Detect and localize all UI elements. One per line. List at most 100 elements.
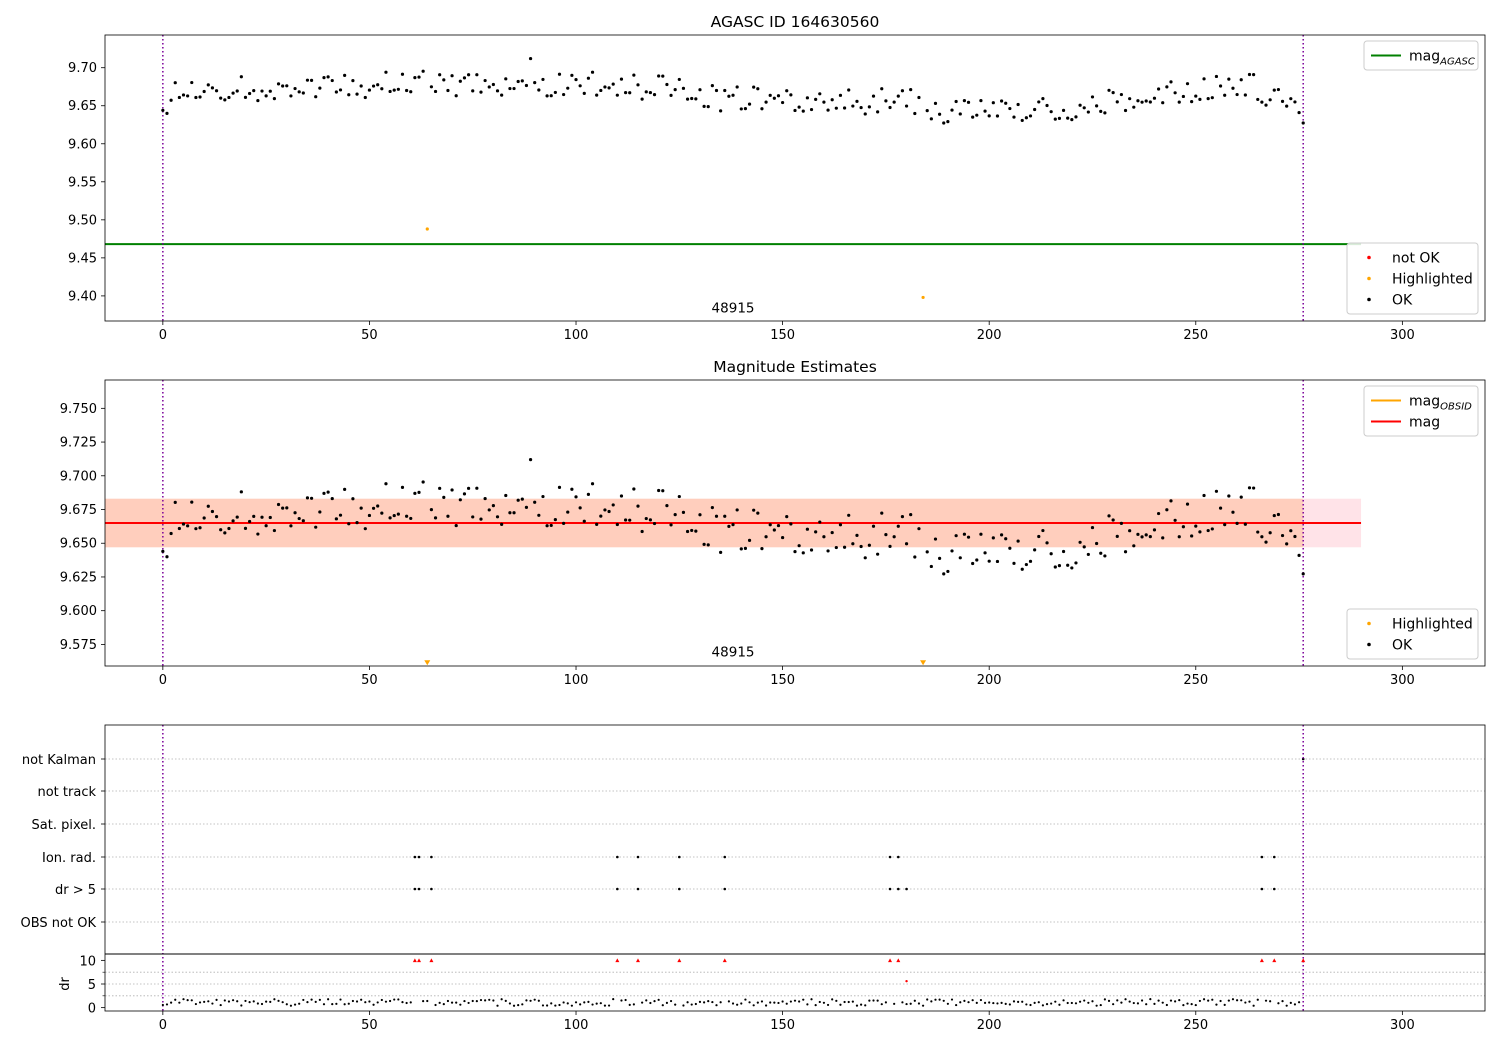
ok-point <box>855 533 859 538</box>
dr-point <box>558 1003 561 1007</box>
ok-point <box>954 534 958 538</box>
dr-point <box>248 1001 251 1004</box>
legend-label: not OK <box>1392 251 1440 267</box>
ok-point <box>1206 528 1210 533</box>
ok-point <box>392 88 396 92</box>
ok-point <box>429 85 434 89</box>
dr-point <box>789 1000 792 1003</box>
ok-point <box>1111 91 1115 95</box>
ok-point <box>723 514 727 518</box>
ok-point <box>305 78 310 82</box>
dr-point <box>955 1003 958 1007</box>
dr-point <box>165 1003 169 1006</box>
ok-point <box>1161 536 1165 540</box>
ok-point <box>685 97 690 101</box>
dr-point <box>930 1000 933 1003</box>
dr-point <box>826 1003 830 1007</box>
flag-point <box>636 855 640 859</box>
dr-point <box>1235 999 1239 1002</box>
ok-point <box>1148 100 1152 104</box>
ok-point <box>1218 506 1223 510</box>
ok-point <box>632 73 636 77</box>
dr-point <box>649 1001 652 1005</box>
ok-point <box>1078 540 1082 544</box>
ok-point <box>338 88 343 92</box>
ok-point <box>446 88 450 93</box>
ok-point <box>1016 102 1020 107</box>
ok-point <box>867 543 871 547</box>
dr-point <box>1050 1002 1053 1005</box>
dr-point <box>921 1004 925 1007</box>
dr-point <box>719 1001 722 1004</box>
ok-point <box>1297 110 1301 115</box>
ok-point <box>214 89 219 93</box>
dr-point <box>339 998 342 1001</box>
dr-point <box>256 1002 259 1005</box>
dr-point <box>736 1003 739 1006</box>
ok-point <box>619 494 624 498</box>
ok-point <box>1289 529 1293 533</box>
dr-above-threshold-point <box>905 979 908 983</box>
ok-point <box>528 457 533 462</box>
panel-1-axes: 9.40 9.45 9.50 9.55 9.60 9.65 9.70 0 50 100 150 200… <box>68 34 1486 343</box>
ok-point <box>830 530 834 535</box>
ok-point <box>1223 523 1227 527</box>
ok-point <box>347 93 351 97</box>
dr-point <box>174 998 177 1001</box>
ok-point <box>376 83 380 87</box>
ok-point <box>1152 96 1157 100</box>
dr-point <box>1293 1003 1297 1006</box>
dr-point <box>938 998 941 1001</box>
ok-point <box>190 80 194 85</box>
ok-point <box>202 516 206 520</box>
dr-point <box>1140 999 1144 1002</box>
ok-point <box>946 120 950 124</box>
dr-point <box>979 998 983 1002</box>
ok-point <box>322 75 326 80</box>
ok-point <box>640 97 644 101</box>
x-tick-label: 150 <box>770 328 795 343</box>
ok-point <box>272 528 277 533</box>
ok-point <box>1045 103 1049 108</box>
ok-point <box>1024 562 1028 567</box>
dr-point <box>1178 998 1181 1002</box>
ok-point <box>966 100 971 104</box>
dr-point <box>219 1003 222 1007</box>
highlighted-point-marker <box>920 660 927 666</box>
x-tick-label: 100 <box>564 328 589 343</box>
ok-point <box>603 85 607 89</box>
ok-point <box>1070 566 1074 570</box>
ok-point <box>764 100 768 104</box>
dr-point <box>810 998 813 1001</box>
ok-point <box>950 549 954 553</box>
ok-point <box>809 107 814 112</box>
ok-point <box>776 523 781 528</box>
ok-point <box>471 515 475 519</box>
flag-point <box>430 855 433 859</box>
ok-point <box>491 82 495 87</box>
ok-point <box>483 78 487 83</box>
dr-point <box>368 1000 371 1003</box>
ok-point <box>330 78 334 83</box>
dr-point <box>492 999 495 1002</box>
dr-point <box>252 1000 255 1003</box>
dr-point <box>620 999 623 1002</box>
ok-point <box>289 94 293 98</box>
dr-point <box>802 998 805 1001</box>
dr-point <box>764 1004 768 1007</box>
dr-point <box>343 1003 346 1006</box>
ok-point <box>533 81 537 85</box>
ok-point <box>727 524 731 528</box>
ok-point <box>752 85 756 89</box>
ok-point <box>252 89 256 93</box>
ok-point <box>376 504 380 508</box>
dr-point <box>1000 1001 1003 1004</box>
ok-point <box>607 86 611 90</box>
x-tick-label: 50 <box>361 328 378 343</box>
ok-point <box>326 75 330 79</box>
dr-point <box>744 998 747 1001</box>
ok-point <box>438 73 442 77</box>
dr-point <box>223 999 226 1002</box>
ok-point <box>1066 563 1070 567</box>
